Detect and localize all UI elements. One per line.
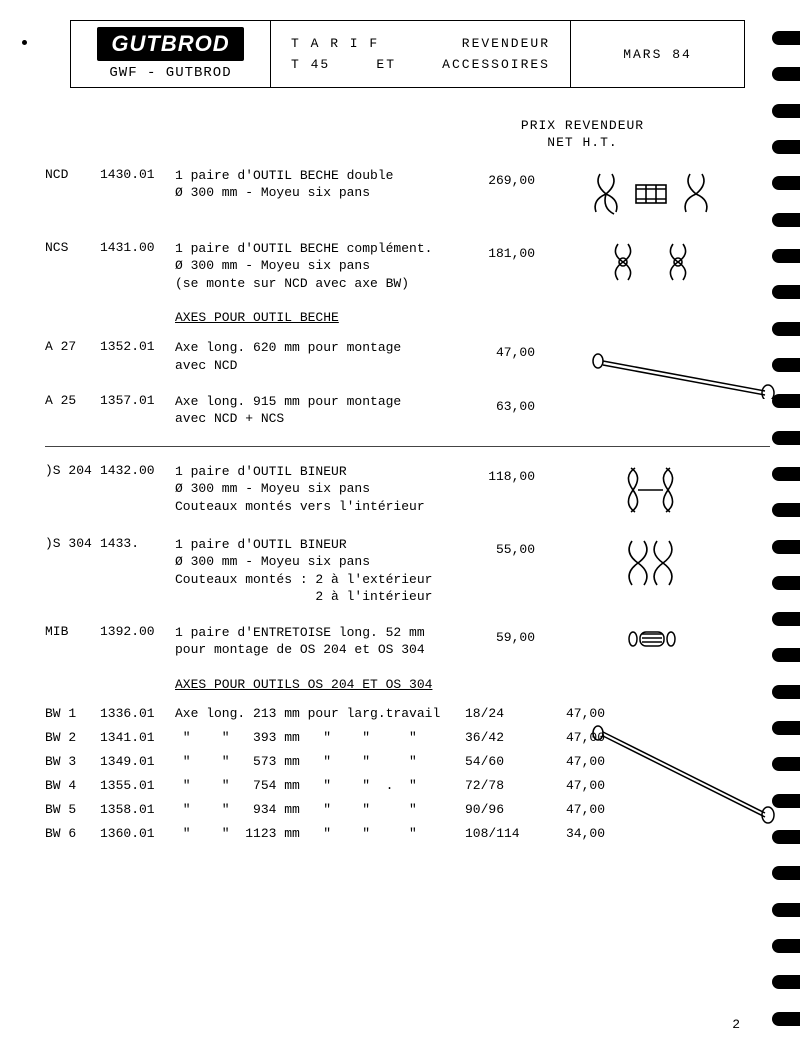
item-code: )S 304 <box>45 536 100 551</box>
item-ref: 1352.01 <box>100 339 175 354</box>
price-column-header: PRIX REVENDEUR NET H.T. <box>395 118 770 152</box>
item-code: A 27 <box>45 339 100 354</box>
item-ref: 1432.00 <box>100 463 175 478</box>
axe-description: Axe long. 213 mm pour larg.travail <box>175 706 465 721</box>
divider-line <box>45 446 770 447</box>
item-ref: 1336.01 <box>100 706 175 721</box>
price-header-line2: NET H.T. <box>395 135 770 152</box>
item-description: Axe long. 620 mm pour montage avec NCD <box>175 339 455 374</box>
item-ref: 1355.01 <box>100 778 175 793</box>
item-price: 47,00 <box>455 339 535 360</box>
item-ref: 1358.01 <box>100 802 175 817</box>
item-ref: 1433. <box>100 536 175 551</box>
axle-icon <box>590 349 780 399</box>
item-description: 1 paire d'OUTIL BINEUR Ø 300 mm - Moyeu … <box>175 463 455 516</box>
item-description: 1 paire d'ENTRETOISE long. 52 mm pour mo… <box>175 624 455 659</box>
item-code: MIB <box>45 624 100 639</box>
title-accessoires: ACCESSOIRES <box>442 57 550 72</box>
axe-table-row: BW 1 1336.01 Axe long. 213 mm pour larg.… <box>45 706 770 721</box>
catalog-row: )S 304 1433. 1 paire d'OUTIL BINEUR Ø 30… <box>45 536 770 606</box>
spacer-icon <box>535 624 770 654</box>
item-price: 55,00 <box>455 536 535 557</box>
item-description: Axe long. 915 mm pour montage avec NCD +… <box>175 393 455 428</box>
item-ref: 1430.01 <box>100 167 175 182</box>
item-ref: 1357.01 <box>100 393 175 408</box>
item-price: 63,00 <box>455 393 535 414</box>
tiller-blade-icon <box>535 167 770 222</box>
header-title: T A R I F REVENDEUR T 45 ET ACCESSOIRES <box>271 21 571 87</box>
item-price: 269,00 <box>455 167 535 188</box>
date-cell: MARS 84 <box>571 21 744 87</box>
item-price: 118,00 <box>455 463 535 484</box>
item-code: BW 5 <box>45 802 100 817</box>
catalog-row: NCD 1430.01 1 paire d'OUTIL BECHE double… <box>45 167 770 222</box>
axe-spec: 54/60 <box>465 754 535 769</box>
page-number: 2 <box>732 1017 740 1032</box>
item-code: A 25 <box>45 393 100 408</box>
tiller-blade-icon <box>535 240 770 285</box>
model-number: T 45 <box>291 57 330 72</box>
cultivator-icon <box>535 463 770 518</box>
item-code: BW 2 <box>45 730 100 745</box>
item-code: BW 1 <box>45 706 100 721</box>
axe-spec: 72/78 <box>465 778 535 793</box>
item-code: )S 204 <box>45 463 100 478</box>
item-code: BW 3 <box>45 754 100 769</box>
item-price: 59,00 <box>455 624 535 645</box>
catalog-row: NCS 1431.00 1 paire d'OUTIL BECHE complé… <box>45 240 770 293</box>
item-description: 1 paire d'OUTIL BINEUR Ø 300 mm - Moyeu … <box>175 536 455 606</box>
item-code: BW 6 <box>45 826 100 841</box>
item-code: NCS <box>45 240 100 255</box>
axe-spec: 18/24 <box>465 706 535 721</box>
title-et: ET <box>376 57 396 72</box>
price-header-line1: PRIX REVENDEUR <box>395 118 770 135</box>
axe-description: " " 934 mm " " " <box>175 802 465 817</box>
section-heading: AXES POUR OUTILS OS 204 ET OS 304 <box>175 677 770 692</box>
item-ref: 1360.01 <box>100 826 175 841</box>
brand-subtitle: GWF - GUTBROD <box>109 65 231 81</box>
item-code: BW 4 <box>45 778 100 793</box>
axe-description: " " 573 mm " " " <box>175 754 465 769</box>
axe-spec: 36/42 <box>465 730 535 745</box>
axe-spec: 90/96 <box>465 802 535 817</box>
spiral-binding <box>770 0 800 1057</box>
document-header: GUTBROD GWF - GUTBROD T A R I F REVENDEU… <box>70 20 745 88</box>
brand-logo: GUTBROD <box>97 27 243 61</box>
catalog-row: )S 204 1432.00 1 paire d'OUTIL BINEUR Ø … <box>45 463 770 518</box>
axe-description: " " 393 mm " " " <box>175 730 465 745</box>
brand-cell: GUTBROD GWF - GUTBROD <box>71 21 271 87</box>
catalog-row: MIB 1392.00 1 paire d'ENTRETOISE long. 5… <box>45 624 770 659</box>
title-tarif: T A R I F <box>291 36 379 51</box>
item-description: 1 paire d'OUTIL BECHE double Ø 300 mm - … <box>175 167 455 202</box>
axe-description: " " 754 mm " " . " <box>175 778 465 793</box>
axe-spec: 108/114 <box>465 826 535 841</box>
axle-icon <box>590 721 780 831</box>
document-date: MARS 84 <box>623 47 692 62</box>
item-code: NCD <box>45 167 100 182</box>
axe-description: " " 1123 mm " " " <box>175 826 465 841</box>
item-description: 1 paire d'OUTIL BECHE complément. Ø 300 … <box>175 240 455 293</box>
item-ref: 1349.01 <box>100 754 175 769</box>
cultivator-icon <box>535 536 770 591</box>
item-ref: 1341.01 <box>100 730 175 745</box>
item-ref: 1392.00 <box>100 624 175 639</box>
item-price: 181,00 <box>455 240 535 261</box>
item-price: 47,00 <box>535 706 605 721</box>
section-heading: AXES POUR OUTIL BECHE <box>175 310 770 325</box>
title-revendeur: REVENDEUR <box>462 36 550 51</box>
item-ref: 1431.00 <box>100 240 175 255</box>
